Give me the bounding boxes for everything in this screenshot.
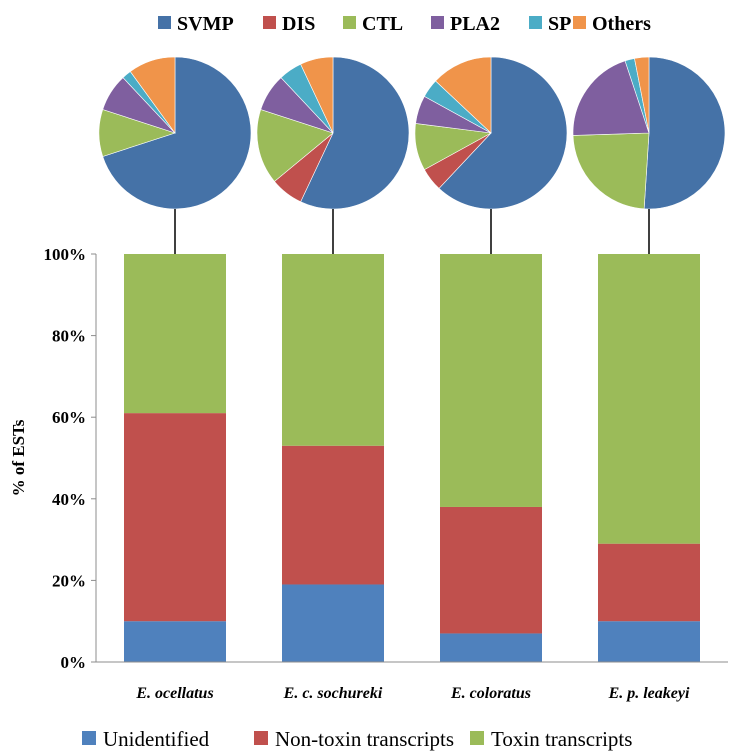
slice-others-e-c-sochureki (300, 56, 334, 134)
legend-label: DIS (282, 13, 315, 35)
pie-legend-item-ctl: CTL (343, 13, 403, 35)
pie-legend-item-dis: DIS (263, 13, 315, 35)
slice-ctl-e-c-sochureki (256, 109, 334, 182)
pie-e-coloratus (414, 56, 568, 210)
legend-swatch (158, 16, 171, 29)
x-tick-label: E. p. leakeyi (608, 685, 690, 702)
bar-non-toxin-transcripts-e-c-sochureki (282, 445, 384, 585)
pie-legend-item-pla2: PLA2 (431, 13, 500, 35)
slice-pla2-e-p-leakeyi (572, 60, 650, 136)
slice-svmp-e-c-sochureki (300, 56, 410, 210)
y-tick-label: 80% (52, 327, 86, 346)
x-tick-label: E. c. sochureki (283, 685, 383, 702)
legend-swatch (82, 731, 96, 745)
y-tick-label: 100% (44, 245, 87, 264)
legend-label: Unidentified (103, 727, 210, 751)
stacked-bar-chart (124, 254, 700, 662)
bar-unidentified-e-ocellatus (124, 621, 226, 662)
y-axis-label: % of ESTs (9, 419, 28, 496)
legend-label: SVMP (177, 13, 234, 35)
legend-swatch (254, 731, 268, 745)
legend-swatch (470, 731, 484, 745)
y-tick-label: 40% (52, 490, 86, 509)
legend-swatch (263, 16, 276, 29)
bar-non-toxin-transcripts-e-coloratus (440, 506, 542, 634)
bar-legend-item-unidentified: Unidentified (82, 727, 210, 751)
legend-label: PLA2 (450, 13, 500, 35)
y-tick-label: 60% (52, 408, 86, 427)
y-axis: 0% 20% 40% 60% 80% 100% (44, 245, 97, 672)
pie-legend-item-others: Others (573, 13, 651, 35)
pie-legend-item-svmp: SVMP (158, 13, 234, 35)
legend-swatch (431, 16, 444, 29)
legend-label: CTL (362, 13, 403, 35)
slice-svmp-e-p-leakeyi (643, 56, 726, 210)
y-tick-label: 20% (52, 571, 86, 590)
pie-e-p-leakeyi (572, 56, 726, 210)
slice-ctl-e-p-leakeyi (572, 132, 650, 210)
bar-non-toxin-transcripts-e-ocellatus (124, 413, 226, 622)
pie-legend: SVMP DIS CTL PLA2 SP Others (158, 13, 651, 35)
legend-label: Toxin transcripts (491, 727, 632, 751)
bar-unidentified-e-p-leakeyi (598, 621, 700, 662)
bar-toxin-transcripts-e-coloratus (440, 254, 542, 507)
bar-legend-item-non-toxin-transcripts: Non-toxin transcripts (254, 727, 454, 751)
x-tick-label: E. coloratus (450, 685, 531, 702)
slice-others-e-p-leakeyi (634, 56, 650, 134)
pie-e-ocellatus (98, 56, 252, 210)
x-tick-label: E. ocellatus (135, 685, 213, 702)
legend-label: SP (548, 13, 571, 35)
bar-legend: Unidentified Non-toxin transcripts Toxin t… (82, 727, 632, 751)
legend-swatch (529, 16, 542, 29)
pie-legend-item-sp: SP (529, 13, 571, 35)
bar-legend-item-toxin-transcripts: Toxin transcripts (470, 727, 632, 751)
bar-toxin-transcripts-e-c-sochureki (282, 254, 384, 446)
slice-others-e-coloratus (435, 56, 492, 134)
x-axis: E. ocellatus E. c. sochureki E. coloratus E… (96, 661, 728, 702)
pie-e-c-sochureki (256, 56, 410, 210)
slice-svmp-e-ocellatus (102, 56, 252, 210)
bar-toxin-transcripts-e-ocellatus (124, 254, 226, 414)
bar-unidentified-e-c-sochureki (282, 584, 384, 662)
bar-toxin-transcripts-e-p-leakeyi (598, 254, 700, 544)
pie-connectors (174, 209, 650, 254)
bar-non-toxin-transcripts-e-p-leakeyi (598, 543, 700, 622)
y-tick-label: 0% (61, 653, 87, 672)
bar-unidentified-e-coloratus (440, 633, 542, 662)
slice-svmp-e-coloratus (438, 56, 568, 210)
pie-charts (98, 56, 726, 210)
legend-label: Non-toxin transcripts (275, 727, 454, 751)
legend-swatch (343, 16, 356, 29)
slice-others-e-ocellatus (129, 56, 176, 134)
legend-swatch (573, 16, 586, 29)
legend-label: Others (592, 13, 651, 35)
